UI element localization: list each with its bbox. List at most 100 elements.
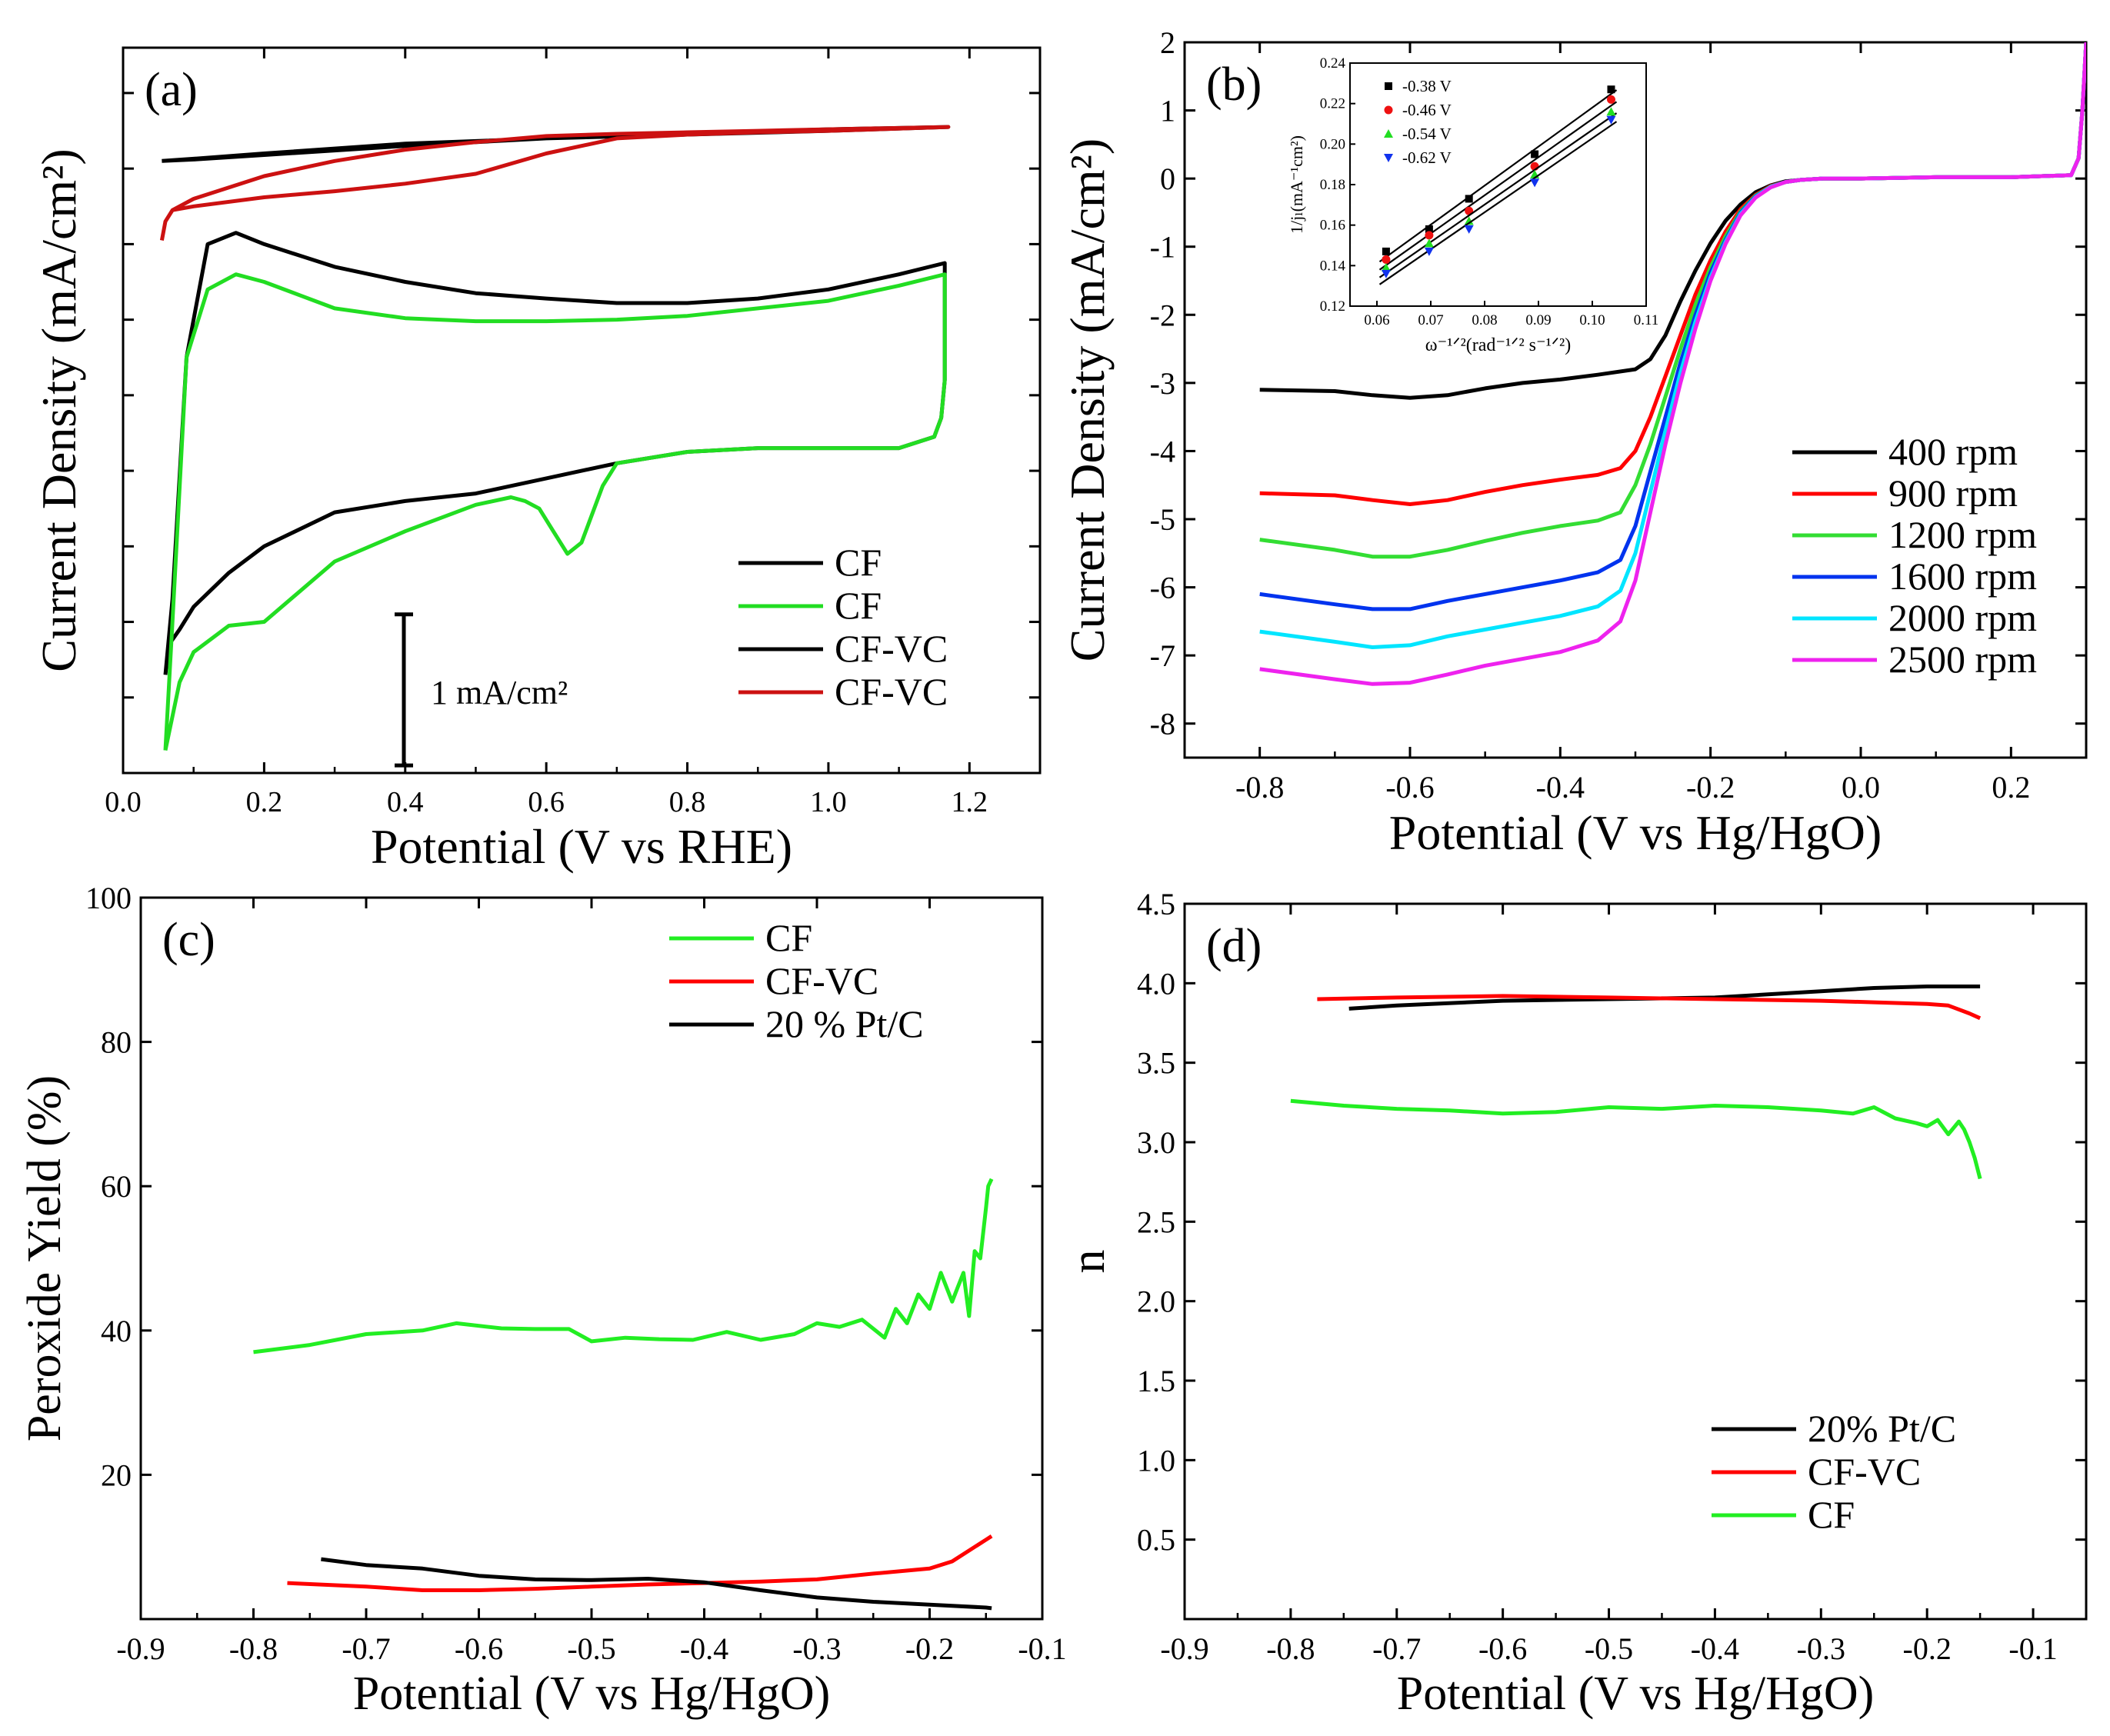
- inset-legend-marker: [1384, 154, 1393, 162]
- y-tick-label: -1: [1150, 230, 1175, 265]
- inset-y-axis-label: 1/jₗ(mA⁻¹cm²): [1287, 135, 1306, 234]
- y-tick-label: 0: [1160, 162, 1175, 196]
- series-line-cf: [253, 1178, 994, 1354]
- legend-label: 1200 rpm: [1888, 513, 2037, 556]
- series-line-2500-rpm: [1259, 42, 2086, 686]
- y-tick-label: 1.0: [1137, 1443, 1175, 1478]
- inset-x-tick-label: 0.07: [1418, 312, 1443, 328]
- legend-label: 400 rpm: [1888, 430, 2018, 473]
- inset-x-axis-label: ω⁻¹ᐟ²(rad⁻¹ᐟ² s⁻¹ᐟ²): [1425, 335, 1571, 355]
- y-tick-label: 4.5: [1137, 887, 1175, 921]
- legend-label: 20 % Pt/C: [765, 1002, 924, 1045]
- y-axis-label: Peroxide Yield (%): [18, 1075, 71, 1441]
- inset-x-tick-label: 0.09: [1525, 312, 1551, 328]
- inset-point: [1382, 255, 1391, 264]
- x-axis-label: Potential (V vs RHE): [371, 819, 792, 874]
- panel-a: 0.0 0.2 0.4 0.6 0.8 1.0 1.2 Potential (V vs RHE…: [32, 46, 1042, 874]
- inset-y-tick-label: 0.14: [1320, 258, 1346, 274]
- x-tick-label: 0.2: [246, 786, 283, 818]
- inset-legend-label: -0.46 V: [1402, 101, 1452, 119]
- legend-label: 20% Pt/C: [1808, 1407, 1956, 1450]
- legend-label: CF: [835, 541, 882, 584]
- x-tick-label: -0.2: [905, 1631, 954, 1666]
- x-tick-label: 0.4: [387, 786, 424, 818]
- y-tick-label: -2: [1150, 298, 1175, 332]
- x-tick-label: -0.3: [1797, 1631, 1845, 1666]
- panel-d: -0.9 -0.8 -0.7 -0.6 -0.5 -0.4 -0.3 -0.2 -0.1 0.5 1…: [1062, 887, 2088, 1720]
- y-tick-label: -8: [1150, 707, 1175, 741]
- x-tick-label: 0.0: [1842, 770, 1880, 805]
- legend-label: 2000 rpm: [1888, 596, 2037, 639]
- x-tick-label: -0.7: [1372, 1631, 1421, 1666]
- inset-point: [1464, 225, 1474, 234]
- inset-y-tick-label: 0.12: [1320, 298, 1345, 315]
- inset-point: [1381, 262, 1391, 272]
- scale-bar: 1 mA/cm²: [395, 612, 568, 768]
- y-tick-label: 1.5: [1137, 1364, 1175, 1398]
- inset-fit-line: [1378, 121, 1618, 285]
- x-tick-label: -0.8: [1266, 1631, 1315, 1666]
- scale-bar-label: 1 mA/cm²: [431, 674, 568, 711]
- series-line-cf: [1290, 1098, 1982, 1180]
- inset-legend-marker: [1384, 105, 1393, 115]
- y-tick-label: 2: [1160, 25, 1175, 60]
- y-tick-label: 1: [1160, 94, 1175, 128]
- series-line-cf-vc: [1317, 994, 1982, 1021]
- y-tick-label: 0.5: [1137, 1523, 1175, 1558]
- inset-frame: [1349, 62, 1647, 307]
- inset-point: [1465, 195, 1473, 203]
- y-tick-label: -6: [1150, 571, 1175, 605]
- inset-chart: 0.06 0.07 0.08 0.09 0.10 0.11 0.12 0.14 0.16 0.18…: [1287, 55, 1658, 355]
- inset-legend-marker: [1384, 129, 1393, 138]
- series-group: [1290, 985, 1982, 1180]
- panel-label: (c): [162, 914, 215, 966]
- y-tick-label: 2.5: [1137, 1205, 1175, 1239]
- inset-y-tick-label: 0.22: [1320, 96, 1345, 112]
- series-line-20-pt-c: [1348, 985, 1981, 1011]
- y-tick-label: -3: [1150, 366, 1175, 401]
- y-tick-label: -4: [1150, 434, 1175, 468]
- inset-point: [1424, 238, 1434, 248]
- x-tick-label: -0.6: [455, 1631, 503, 1666]
- x-tick-label: -0.2: [1903, 1631, 1952, 1666]
- y-axis-label: Current Density (mA/cm²): [32, 148, 86, 671]
- inset-y-tick-label: 0.24: [1320, 55, 1346, 72]
- x-tick-label: -0.7: [342, 1631, 390, 1666]
- inset-point: [1424, 247, 1434, 256]
- y-tick-label: -7: [1150, 638, 1175, 673]
- inset-fit-line: [1378, 89, 1618, 263]
- y-tick-label: 20: [101, 1458, 132, 1492]
- x-axis-label: Potential (V vs Hg/HgO): [1389, 805, 1882, 860]
- inset-legend-label: -0.38 V: [1402, 77, 1452, 95]
- y-axis-label: n: [1062, 1250, 1115, 1274]
- inset-point: [1606, 115, 1616, 125]
- panel-b: -0.8 -0.6 -0.4 -0.2 0.0 0.2 -8 -7 -6 -5 -4 -3 -2 -1 0 1…: [1060, 25, 2088, 860]
- inset-fit-line: [1378, 101, 1618, 271]
- y-tick-label: 100: [85, 881, 132, 915]
- x-tick-label: 1.2: [952, 786, 988, 818]
- legend-label: CF: [1808, 1493, 1855, 1536]
- x-tick-label: -0.1: [2008, 1631, 2057, 1666]
- x-tick-label: -0.9: [116, 1631, 165, 1666]
- inset-y-tick-label: 0.16: [1320, 218, 1345, 234]
- inset-legend-label: -0.54 V: [1402, 125, 1452, 143]
- panel-label: (b): [1206, 58, 1262, 111]
- x-tick-label: 1.0: [810, 786, 847, 818]
- inset-point: [1530, 178, 1540, 188]
- series-line-cf-vc: [287, 1534, 993, 1592]
- y-tick-label: 80: [101, 1025, 132, 1060]
- inset-x-tick-label: 0.10: [1579, 312, 1605, 328]
- series-group: [253, 1178, 994, 1611]
- inset-legend-label: -0.62 V: [1402, 148, 1452, 167]
- x-tick-label: -0.8: [229, 1631, 278, 1666]
- x-tick-label: -0.9: [1160, 1631, 1208, 1666]
- legend-label: CF-VC: [835, 670, 948, 713]
- x-tick-label: -0.8: [1235, 770, 1284, 805]
- inset-point: [1531, 150, 1539, 158]
- inset-point: [1607, 95, 1615, 104]
- y-tick-label: 3.0: [1137, 1125, 1175, 1160]
- x-tick-label: -0.6: [1478, 1631, 1527, 1666]
- series-line-20-pt-c: [321, 1557, 992, 1611]
- plot-frame: [1183, 902, 2088, 1621]
